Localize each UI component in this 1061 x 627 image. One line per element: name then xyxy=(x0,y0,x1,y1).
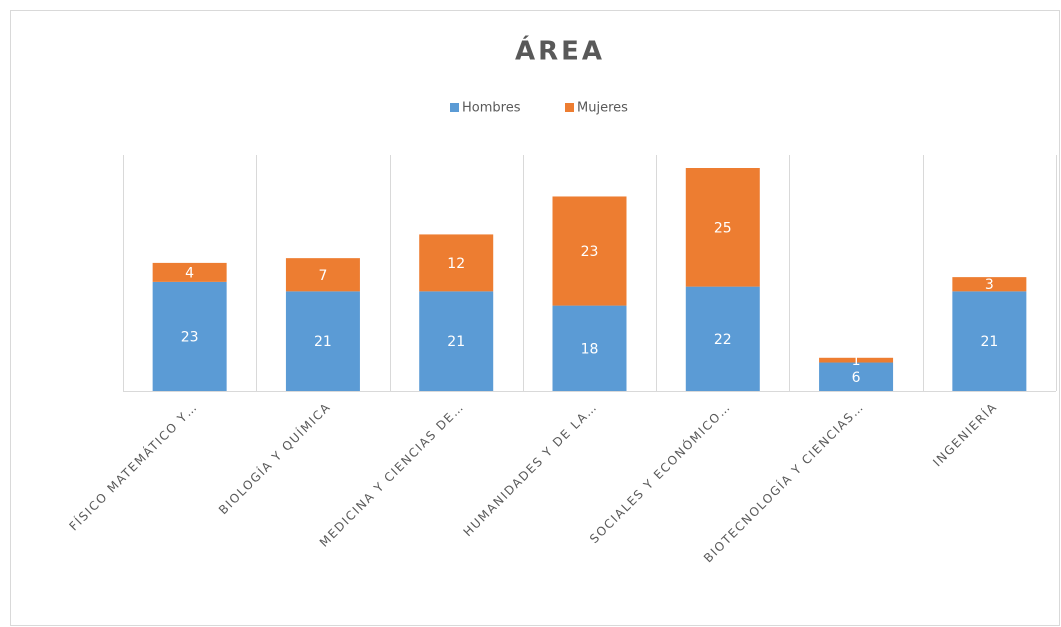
data-label: 18 xyxy=(581,341,599,357)
legend-label: Mujeres xyxy=(577,101,628,116)
bar-segment xyxy=(685,168,760,287)
bar-segment xyxy=(552,305,627,391)
data-label: 4 xyxy=(185,265,194,281)
bar-segment xyxy=(152,262,227,282)
bar-segment xyxy=(819,362,894,391)
bar-segment xyxy=(419,234,494,292)
data-label: 25 xyxy=(714,220,732,236)
data-label: 21 xyxy=(447,334,465,350)
chart-title: ÁREA xyxy=(515,35,605,67)
legend-swatch xyxy=(565,103,574,112)
data-label: 12 xyxy=(447,256,465,272)
bar-segment xyxy=(285,291,360,391)
bar-segment xyxy=(952,277,1027,292)
bar-segment xyxy=(152,281,227,391)
data-label: 6 xyxy=(852,370,861,386)
data-label: 3 xyxy=(985,277,994,293)
data-label: 1 xyxy=(852,353,861,369)
bar-segment xyxy=(285,258,360,292)
legend-swatch xyxy=(450,103,459,112)
data-label: 7 xyxy=(318,268,327,284)
data-label: 21 xyxy=(980,334,998,350)
data-label: 23 xyxy=(181,329,199,345)
bar-segment xyxy=(952,291,1027,391)
bar-segment xyxy=(552,196,627,306)
data-label: 21 xyxy=(314,334,332,350)
bar-segment xyxy=(685,286,760,391)
bar-segment xyxy=(419,291,494,391)
data-label: 23 xyxy=(581,244,599,260)
data-label: 22 xyxy=(714,332,732,348)
bar-segment xyxy=(819,357,894,363)
legend-label: Hombres xyxy=(462,101,521,116)
